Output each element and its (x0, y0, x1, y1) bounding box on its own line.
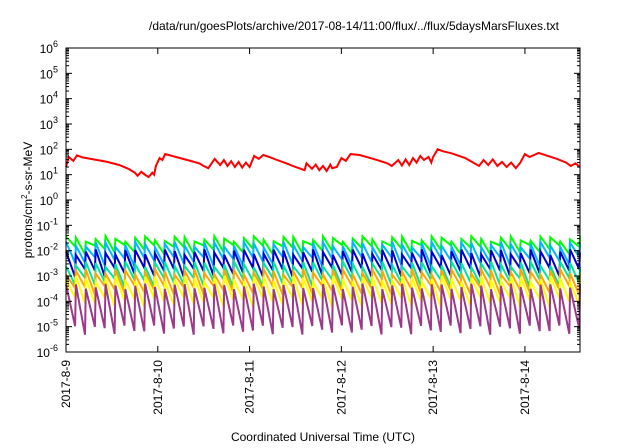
y-tick-exponent: 1 (53, 166, 58, 176)
y-tick-label: 102 (40, 140, 58, 157)
y-tick-base: 10 (40, 118, 54, 132)
y-tick-base: 10 (40, 143, 54, 157)
y-tick-base: 10 (37, 346, 51, 360)
y-axis-label: protons/cm2-s-sr-MeV (20, 142, 35, 258)
y-tick-exponent: 6 (53, 39, 58, 49)
y-tick-base: 10 (37, 245, 51, 259)
x-axis: 2017-8-9 2017-8-10 2017-8-11 2017-8-12 2017-… (59, 48, 532, 415)
y-tick-exponent: 2 (53, 140, 58, 150)
y-tick-exponent: -4 (50, 292, 58, 302)
y-tick-label: 104 (40, 90, 58, 107)
y-tick-label: 10-3 (37, 267, 58, 284)
y-tick-base: 10 (37, 295, 51, 309)
y-tick-exponent: 4 (53, 90, 58, 100)
x-tick-label: 2017-8-11 (243, 360, 257, 414)
y-tick-base: 10 (40, 169, 54, 183)
y-axis-label-tail: -s-sr-MeV (21, 142, 35, 195)
y-tick-base: 10 (40, 93, 54, 107)
x-tick-label: 2017-8-13 (426, 360, 440, 415)
y-tick-label: 10-4 (37, 292, 58, 309)
series-line-0 (65, 148, 581, 179)
y-tick-base: 10 (40, 42, 54, 56)
y-tick-exponent: -2 (50, 242, 58, 252)
y-tick-exponent: 5 (53, 64, 58, 74)
y-tick-label: 106 (40, 39, 58, 56)
y-tick-base: 10 (40, 67, 54, 81)
y-tick-label: 10-2 (37, 242, 58, 259)
series-line-1 (65, 232, 581, 258)
y-tick-exponent: -3 (50, 267, 58, 277)
y-tick-label: 103 (40, 115, 58, 132)
y-tick-exponent: -6 (50, 343, 58, 353)
y-tick-base: 10 (37, 321, 51, 335)
y-axis-label-main: protons/cm (21, 199, 35, 258)
y-tick-base: 10 (37, 270, 51, 284)
y-tick-exponent: 0 (53, 191, 58, 201)
y-axis: 10-610-510-410-310-210-11001011021031041… (37, 39, 580, 360)
y-tick-exponent: -1 (50, 216, 58, 226)
y-tick-base: 10 (40, 194, 54, 208)
x-tick-label: 2017-8-9 (59, 360, 73, 408)
x-tick-label: 2017-8-14 (518, 360, 532, 415)
y-tick-exponent: -5 (50, 318, 58, 328)
x-axis-label: Coordinated Universal Time (UTC) (231, 430, 415, 444)
y-tick-label: 10-5 (37, 318, 58, 335)
y-tick-label: 100 (40, 191, 58, 208)
y-axis-label-sup: 2 (20, 194, 29, 199)
series-line-7 (65, 283, 581, 335)
y-tick-label: 105 (40, 64, 58, 81)
y-tick-label: 10-1 (37, 216, 58, 233)
y-tick-base: 10 (37, 219, 51, 233)
x-tick-label: 2017-8-10 (151, 360, 165, 415)
x-tick-label: 2017-8-12 (334, 360, 348, 415)
y-tick-label: 101 (40, 166, 58, 183)
series-layer (65, 148, 581, 335)
y-tick-label: 10-6 (37, 343, 58, 360)
y-tick-exponent: 3 (53, 115, 58, 125)
chart-title: /data/run/goesPlots/archive/2017-08-14/1… (149, 19, 560, 33)
